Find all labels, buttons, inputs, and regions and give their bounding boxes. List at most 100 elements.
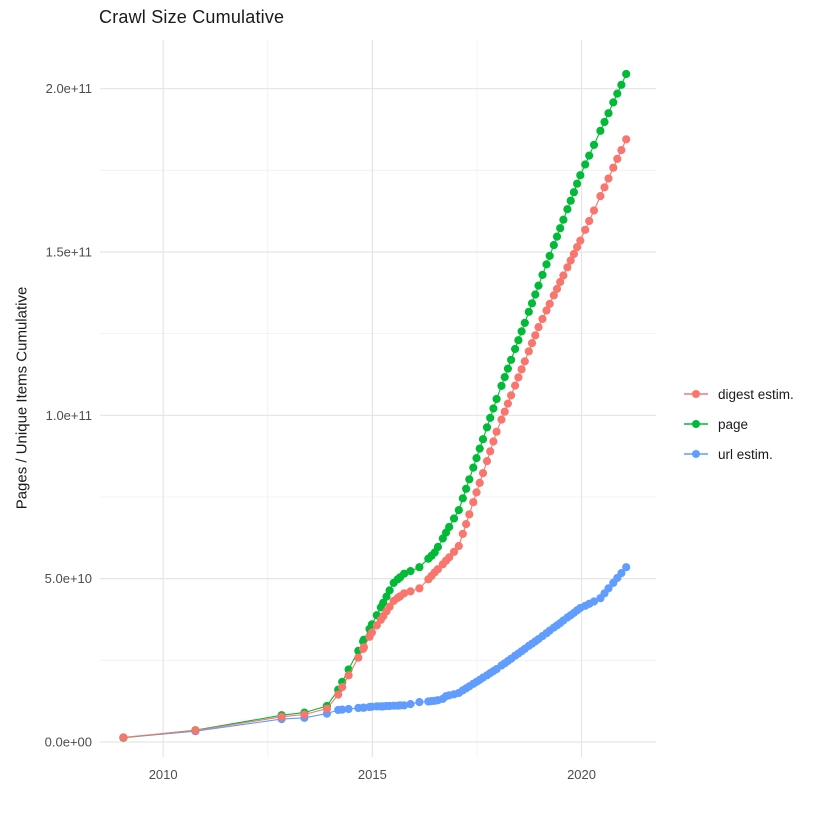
data-point-digest-estim — [545, 299, 554, 308]
data-point-digest-estim — [596, 192, 605, 201]
data-point-page — [458, 494, 467, 503]
data-point-digest-estim — [482, 457, 492, 466]
data-point-digest-estim — [520, 357, 529, 366]
data-point-page — [545, 251, 554, 260]
data-point-digest-estim — [531, 331, 540, 340]
data-point-digest-estim — [334, 690, 343, 699]
legend-key-dot — [692, 420, 700, 428]
y-axis-title: Pages / Unique Items Cumulative — [13, 286, 31, 510]
data-point-page — [609, 98, 618, 107]
data-point-page — [406, 567, 415, 576]
data-point-digest-estim — [559, 271, 568, 280]
data-point-url-estim — [415, 698, 424, 707]
data-point-page — [415, 563, 424, 572]
data-point-page — [556, 224, 565, 233]
y-tick-label: 1.0e+11 — [46, 408, 92, 423]
data-point-digest-estim — [622, 135, 631, 144]
legend-item-page: page — [683, 409, 794, 439]
data-point-page — [400, 569, 409, 578]
data-point-digest-estim — [475, 478, 484, 487]
data-point-digest-estim — [449, 547, 459, 557]
data-point-digest-estim — [489, 437, 498, 446]
data-point-page — [465, 475, 474, 484]
x-tick-label: 2020 — [567, 767, 596, 782]
series-line-digest-estim — [123, 139, 627, 738]
data-point-page — [382, 592, 391, 601]
data-point-page — [503, 364, 512, 373]
data-point-page — [385, 586, 394, 595]
data-point-page — [569, 188, 579, 197]
data-point-digest-estim — [500, 407, 509, 416]
data-point-page — [462, 484, 471, 493]
legend-key-icon — [684, 420, 708, 428]
data-point-url-estim — [617, 569, 626, 578]
data-point-digest-estim — [458, 529, 467, 539]
data-point-page — [379, 598, 388, 607]
data-point-digest-estim — [406, 587, 415, 596]
data-point-url-estim — [589, 597, 599, 606]
data-point-url-estim — [338, 705, 347, 714]
data-point-page — [497, 381, 506, 390]
legend: digest estim. page url estim. — [683, 379, 794, 469]
data-point-digest-estim — [617, 146, 626, 155]
data-point-digest-estim — [497, 415, 506, 424]
data-point-digest-estim — [604, 174, 613, 183]
data-point-digest-estim — [527, 339, 537, 348]
data-point-page — [573, 179, 582, 188]
data-point-page — [449, 514, 459, 523]
data-point-digest-estim — [478, 469, 488, 478]
legend-label: url estim. — [718, 446, 773, 462]
data-point-page — [486, 413, 495, 422]
data-point-digest-estim — [469, 498, 478, 507]
y-tick-label: 0.0e+00 — [45, 734, 92, 749]
data-point-digest-estim — [600, 183, 609, 192]
data-point-digest-estim — [359, 643, 368, 652]
data-point-url-estim — [406, 700, 415, 709]
data-point-digest-estim — [367, 628, 376, 637]
data-point-url-estim — [622, 563, 631, 572]
data-point-digest-estim — [119, 733, 128, 742]
data-point-digest-estim — [385, 602, 394, 611]
data-point-digest-estim — [338, 683, 347, 692]
data-point-digest-estim — [613, 154, 622, 163]
data-point-digest-estim — [462, 520, 471, 529]
data-point-page — [514, 336, 523, 345]
data-point-digest-estim — [552, 284, 562, 293]
data-point-page — [517, 327, 526, 336]
data-point-digest-estim — [445, 553, 454, 562]
data-point-page — [454, 506, 463, 515]
data-point-digest-estim — [556, 277, 565, 287]
data-point-digest-estim — [585, 216, 594, 226]
data-point-digest-estim — [524, 347, 533, 356]
chart-title: Crawl Size Cumulative — [99, 7, 285, 27]
data-point-page — [549, 241, 558, 250]
data-point-page — [622, 69, 631, 79]
data-point-page — [489, 404, 498, 413]
data-point-page — [520, 318, 529, 327]
legend-item-digest-estim: digest estim. — [683, 379, 794, 409]
legend-label: page — [718, 416, 749, 432]
data-point-page — [510, 344, 520, 354]
y-tick-label: 2.0e+11 — [46, 81, 92, 96]
data-point-digest-estim — [503, 399, 512, 408]
legend-label: digest estim. — [718, 386, 794, 402]
data-point-digest-estim — [576, 236, 585, 245]
data-point-page — [589, 140, 599, 149]
data-point-digest-estim — [569, 249, 579, 259]
data-point-url-estim — [604, 584, 613, 593]
data-point-digest-estim — [566, 256, 575, 265]
data-point-digest-estim — [507, 391, 516, 400]
data-point-page — [482, 423, 492, 432]
data-point-page — [534, 281, 543, 290]
data-point-page — [563, 205, 572, 214]
data-point-digest-estim — [510, 381, 520, 390]
legend-key-icon — [684, 390, 708, 398]
data-point-page — [507, 355, 516, 364]
data-point-url-estim — [344, 704, 353, 714]
data-point-page — [445, 522, 454, 532]
data-point-page — [596, 126, 605, 135]
data-point-page — [559, 215, 568, 224]
data-point-page — [478, 435, 488, 444]
